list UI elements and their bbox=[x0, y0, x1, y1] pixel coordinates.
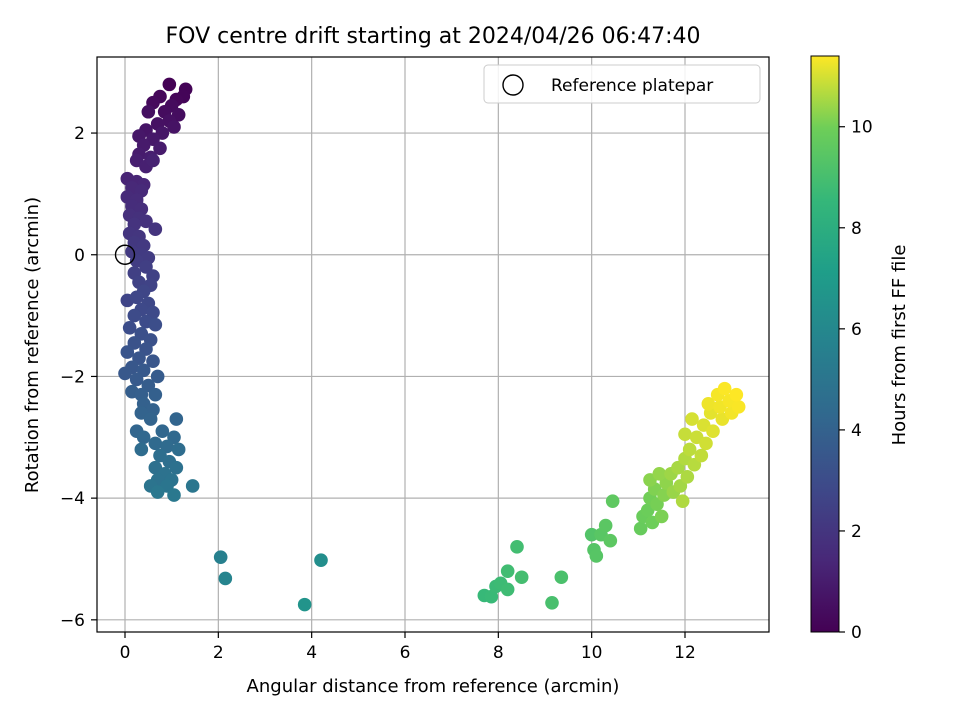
grid bbox=[97, 57, 769, 632]
data-point bbox=[510, 540, 524, 554]
x-tick-label: 0 bbox=[120, 643, 131, 663]
data-point bbox=[731, 400, 746, 414]
data-point bbox=[136, 430, 151, 445]
data-point bbox=[146, 153, 160, 168]
data-point bbox=[120, 345, 135, 359]
data-point bbox=[148, 317, 163, 332]
data-point bbox=[729, 387, 744, 402]
data-point bbox=[605, 494, 620, 508]
data-point bbox=[589, 549, 604, 563]
data-point bbox=[675, 494, 690, 508]
colorbar-gradient bbox=[810, 55, 840, 633]
colorbar-tick-label: 8 bbox=[851, 219, 862, 239]
data-point bbox=[554, 570, 569, 585]
data-point bbox=[680, 470, 695, 484]
data-point bbox=[314, 553, 328, 568]
data-point bbox=[169, 460, 184, 475]
data-point bbox=[122, 320, 137, 335]
colorbar-label: Hours from first FF file bbox=[889, 245, 910, 446]
x-axis-label: Angular distance from reference (arcmin) bbox=[247, 676, 620, 697]
data-point bbox=[500, 582, 515, 597]
data-point bbox=[129, 372, 144, 387]
data-point bbox=[706, 424, 720, 439]
data-point bbox=[598, 518, 613, 533]
data-point bbox=[118, 366, 132, 381]
y-tick-label: −4 bbox=[60, 489, 85, 509]
x-tick-label: 4 bbox=[306, 643, 317, 663]
x-axis-ticks: 0 2 4 6 8 10 12 bbox=[120, 632, 696, 663]
data-point bbox=[134, 442, 149, 457]
chart-title: FOV centre drift starting at 2024/04/26 … bbox=[166, 24, 701, 49]
legend-marker-icon bbox=[502, 74, 524, 96]
data-point bbox=[500, 564, 515, 578]
y-tick-label: −2 bbox=[60, 367, 85, 387]
data-point bbox=[143, 412, 158, 426]
x-tick-label: 6 bbox=[400, 643, 411, 663]
data-point bbox=[146, 354, 160, 369]
data-point bbox=[171, 442, 186, 457]
x-tick-label: 10 bbox=[581, 643, 603, 663]
x-tick-label: 12 bbox=[674, 643, 696, 663]
data-point bbox=[141, 104, 156, 119]
data-point bbox=[148, 387, 163, 402]
data-points bbox=[118, 77, 746, 612]
data-point bbox=[148, 436, 163, 451]
data-point bbox=[127, 308, 142, 323]
data-point bbox=[654, 509, 669, 524]
colorbar-tick-label: 6 bbox=[851, 320, 862, 340]
x-tick-label: 8 bbox=[493, 643, 504, 663]
data-point bbox=[701, 397, 716, 411]
data-point bbox=[153, 141, 167, 156]
colorbar-tick-label: 2 bbox=[851, 522, 862, 542]
data-point bbox=[148, 222, 163, 236]
data-point bbox=[584, 527, 599, 542]
colorbar-ticks: 0 2 4 6 8 10 bbox=[839, 118, 873, 643]
y-tick-label: 2 bbox=[74, 124, 85, 144]
data-point bbox=[167, 488, 181, 502]
data-point bbox=[685, 412, 699, 426]
data-point bbox=[162, 77, 177, 92]
data-point bbox=[603, 533, 618, 548]
data-point bbox=[155, 424, 170, 439]
data-point bbox=[150, 485, 165, 499]
data-point bbox=[652, 466, 667, 481]
data-point bbox=[218, 571, 233, 586]
data-point bbox=[213, 550, 228, 564]
data-point bbox=[139, 214, 153, 229]
legend: Reference platepar bbox=[483, 64, 761, 104]
data-point bbox=[167, 120, 181, 134]
data-point bbox=[484, 589, 499, 604]
data-point bbox=[545, 595, 559, 610]
colorbar-tick-label: 10 bbox=[851, 118, 873, 138]
data-point bbox=[150, 369, 165, 384]
data-point bbox=[169, 412, 184, 426]
plot-frame bbox=[96, 56, 770, 633]
legend-entry: Reference platepar bbox=[551, 76, 713, 96]
data-point bbox=[297, 597, 312, 612]
data-point bbox=[185, 479, 200, 493]
data-point bbox=[699, 436, 713, 451]
y-tick-label: −6 bbox=[60, 611, 85, 631]
data-point bbox=[694, 448, 709, 463]
legend-box bbox=[483, 64, 761, 104]
y-axis-ticks: −6 −4 −2 0 2 bbox=[60, 124, 97, 631]
colorbar-tick-label: 0 bbox=[851, 623, 862, 643]
data-point bbox=[633, 521, 648, 536]
y-axis-label: Rotation from reference (arcmin) bbox=[22, 197, 43, 493]
x-tick-label: 2 bbox=[213, 643, 224, 663]
data-point bbox=[129, 290, 144, 305]
data-point bbox=[678, 427, 692, 442]
colorbar-tick-label: 4 bbox=[851, 421, 862, 441]
reference-platepar-marker bbox=[114, 244, 136, 265]
data-point bbox=[717, 381, 732, 396]
colorbar: 0 2 4 6 8 10 Hours from first FF file bbox=[810, 55, 910, 643]
data-point bbox=[514, 570, 529, 585]
data-point bbox=[682, 442, 697, 457]
y-tick-label: 0 bbox=[74, 246, 85, 266]
